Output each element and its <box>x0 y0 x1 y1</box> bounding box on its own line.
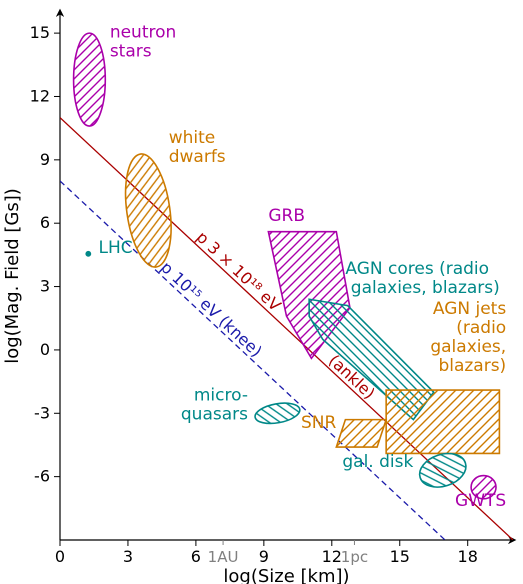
x-marker-label: 1AU <box>208 548 239 566</box>
y-tick-label: 0 <box>40 340 50 359</box>
y-tick-label: -6 <box>34 467 50 486</box>
x-tick-label: 9 <box>259 547 269 566</box>
region-label-gwts: GWTS <box>455 491 506 511</box>
y-tick-label: 15 <box>30 23 50 42</box>
region-neutron_stars: neutronstars <box>74 22 177 126</box>
region-lhc: LHC <box>86 238 133 258</box>
region-label-grb: GRB <box>268 206 305 226</box>
x-tick-label: 12 <box>322 547 342 566</box>
x-tick-label: 18 <box>458 547 478 566</box>
y-tick-label: 6 <box>40 213 50 232</box>
x-tick-label: 3 <box>123 547 133 566</box>
x-tick-label: 6 <box>191 547 201 566</box>
x-tick-label: 0 <box>55 547 65 566</box>
plot-area: p 3 × 10¹⁸ eV(ankle)p 10¹⁵ eV (knee)neut… <box>60 22 513 540</box>
y-tick-label: 9 <box>40 150 50 169</box>
x-marker-label: 1pc <box>341 548 368 566</box>
hillas-plot: 0 3 6 9 12 15 18 1AU 1pc -6 -3 0 3 6 9 12 15 log(Size [km… <box>0 0 523 584</box>
region-label-white_dwarfs: whitedwarfs <box>169 128 226 167</box>
y-tick-label: -3 <box>34 403 50 422</box>
region-snr: SNR <box>301 413 386 447</box>
region-microquasars: micro-quasars <box>181 386 302 427</box>
region-label-lhc: LHC <box>99 238 133 258</box>
region-gal_disk: gal. disk <box>342 448 470 493</box>
y-tick-label: 3 <box>40 277 50 296</box>
y-axis-title: log(Mag. Field [Gs]) <box>2 188 23 364</box>
region-label-agn_jets: AGN jets(radiogalaxies,blazars) <box>430 299 506 376</box>
y-tick-label: 12 <box>30 86 50 105</box>
region-label-snr: SNR <box>301 413 337 433</box>
region-label-gal_disk: gal. disk <box>342 452 413 472</box>
region-gwts: GWTS <box>455 476 506 512</box>
region-label-neutron_stars: neutronstars <box>110 22 176 61</box>
x-axis-title: log(Size [km]) <box>223 566 349 584</box>
x-tick-label: 15 <box>390 547 410 566</box>
region-label-microquasars: micro-quasars <box>181 386 248 425</box>
region-label-agn_cores: AGN cores (radio galaxies, blazars) <box>345 259 499 298</box>
